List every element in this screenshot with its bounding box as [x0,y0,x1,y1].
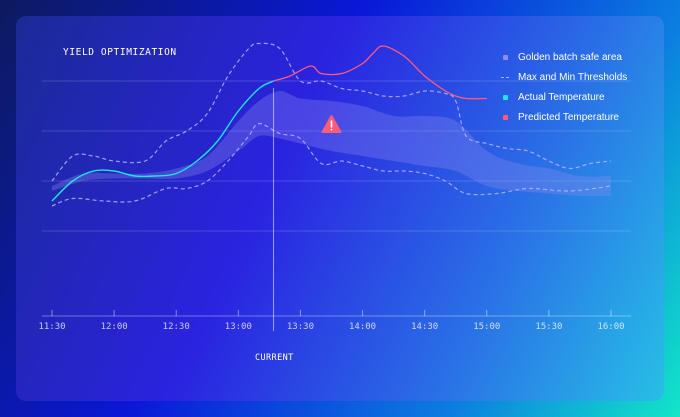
current-time-label: CURRENT [255,353,294,363]
x-tick-label: 15:30 [535,322,562,332]
legend-item-predicted-temperature: Predicted Temperature [500,107,627,127]
legend-swatch-square-icon [500,94,510,100]
legend-swatch-square-icon [500,114,510,120]
chart-legend: Golden batch safe area Max and Min Thres… [500,47,627,127]
legend-item-golden-batch: Golden batch safe area [500,47,627,67]
legend-label: Actual Temperature [518,91,605,103]
x-tick-label: 12:30 [163,322,190,332]
x-tick-label: 15:00 [473,322,500,332]
chart-title: YIELD OPTIMIZATION [63,47,177,58]
legend-item-thresholds: Max and Min Thresholds [500,67,627,87]
warning-icon-dot [330,128,333,131]
x-tick-label: 12:00 [101,322,128,332]
legend-label: Golden batch safe area [518,51,622,63]
legend-swatch-dash-icon [500,76,510,78]
x-tick-label: 16:00 [597,322,624,332]
x-tick-label: 14:30 [411,322,438,332]
x-tick-label: 14:00 [349,322,376,332]
x-tick-label: 11:30 [38,322,65,332]
max-threshold-line [51,42,612,182]
line-chart: 11:30 12:00 12:30 13:00 13:30 14:00 14:30 15:00… [38,42,631,332]
x-tick-label: 13:30 [287,322,314,332]
actual-temperature-line [51,80,274,202]
legend-item-actual-temperature: Actual Temperature [500,87,627,107]
predicted-temperature-line [273,45,487,100]
legend-swatch-square-icon [500,54,510,60]
legend-label: Predicted Temperature [518,111,619,123]
golden-batch-safe-area [52,90,611,197]
chart-card: YIELD OPTIMIZATION Golden batch safe are… [16,16,664,401]
legend-label: Max and Min Thresholds [518,71,628,83]
x-tick-label: 13:00 [225,322,252,332]
min-threshold-line [51,122,612,207]
